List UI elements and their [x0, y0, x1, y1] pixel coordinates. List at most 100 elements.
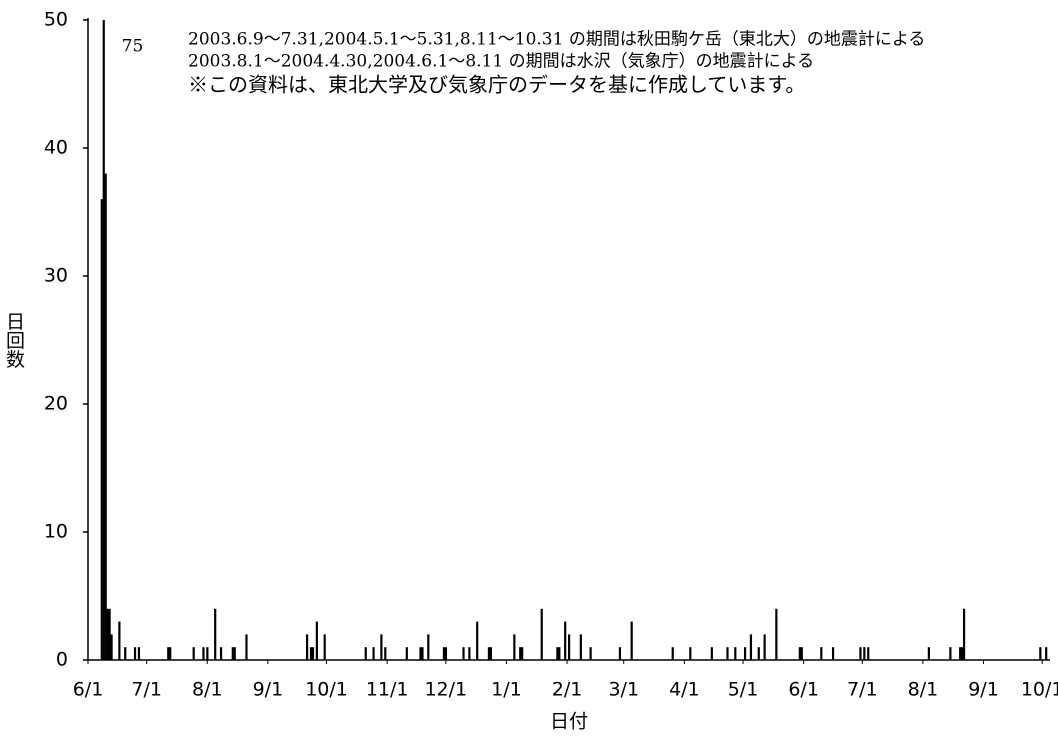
bar [961, 647, 964, 660]
bar [962, 608, 966, 660]
bar [1045, 647, 1048, 660]
bar [380, 634, 383, 660]
bar [540, 608, 543, 660]
bar [206, 647, 209, 660]
bar [419, 647, 422, 660]
bar [462, 647, 465, 660]
bar [489, 647, 492, 660]
bar [405, 647, 408, 660]
bar [927, 647, 930, 660]
bar [444, 647, 448, 660]
bar [798, 647, 801, 660]
bar [100, 199, 103, 660]
bar [519, 647, 522, 660]
bar [233, 647, 236, 660]
bar [476, 621, 479, 660]
bar [315, 621, 318, 660]
bar [124, 647, 127, 660]
bar [305, 634, 309, 660]
bar [421, 647, 424, 660]
bar [757, 647, 760, 660]
bar [118, 621, 121, 660]
x-tick-label: 8/1 [192, 679, 223, 701]
bar [589, 647, 592, 660]
bar [800, 647, 803, 660]
bar [734, 647, 737, 660]
bar [202, 647, 205, 660]
bar [859, 647, 862, 660]
bar [564, 621, 567, 660]
x-tick-label: 6/1 [788, 679, 819, 701]
bar [167, 647, 170, 660]
bar [867, 647, 870, 660]
x-tick-label: 7/1 [847, 679, 878, 701]
x-tick-label: 7/1 [131, 679, 162, 701]
bar [689, 647, 692, 660]
bar [108, 608, 111, 660]
x-tick-label: 9/1 [968, 679, 999, 701]
annotation: 2003.8.1～2004.4.30,2004.6.1～8.11 の期間は水沢（… [188, 52, 814, 72]
bar [579, 634, 582, 660]
bar [568, 634, 571, 660]
x-tick-label: 8/1 [908, 679, 939, 701]
bar [630, 621, 633, 660]
bar [487, 647, 491, 660]
bar [442, 647, 446, 660]
bar [364, 647, 367, 660]
bar [959, 647, 962, 660]
bar [558, 647, 561, 660]
bar [763, 634, 766, 660]
bar [468, 647, 471, 660]
bar [710, 647, 713, 660]
bar [820, 647, 823, 660]
bar [214, 608, 217, 660]
bar [102, 20, 105, 660]
bar [863, 647, 866, 660]
bar [949, 647, 952, 660]
x-tick-label: 10/1 [1021, 679, 1058, 701]
bar [311, 647, 315, 660]
bar [372, 647, 375, 660]
data-label: 75 [122, 37, 144, 57]
annotation: 2003.6.9～7.31,2004.5.1～5.31,8.11～10.31 の… [188, 30, 925, 50]
bar [618, 647, 622, 660]
x-tick-label: 2/1 [552, 679, 583, 701]
bar [133, 647, 137, 660]
bars [100, 20, 1048, 660]
bar [513, 634, 516, 660]
annotation: ※この資料は、東北大学及び気象庁のデータを基に作成しています。 [188, 73, 805, 97]
bar [384, 647, 387, 660]
y-axis-title: 日回数 [3, 312, 25, 369]
bar [169, 647, 172, 660]
bar [743, 647, 747, 660]
y-tick-label: 50 [44, 9, 68, 31]
x-tick-label: 6/1 [73, 679, 104, 701]
bar [192, 647, 195, 660]
bar [323, 634, 326, 660]
x-tick-label: 3/1 [608, 679, 639, 701]
bar [775, 608, 778, 660]
bar [427, 634, 430, 660]
y-tick-label: 30 [44, 265, 68, 287]
x-tick-label: 1/1 [491, 679, 522, 701]
bar [137, 647, 141, 660]
x-tick-label: 11/1 [366, 679, 409, 701]
bar [110, 634, 113, 660]
x-tick-label: 4/1 [669, 679, 700, 701]
x-tick-label: 10/1 [305, 679, 348, 701]
y-tick-label: 0 [56, 649, 68, 671]
bar [245, 634, 248, 660]
bar [521, 647, 524, 660]
bar [106, 608, 109, 660]
y-tick-label: 40 [44, 137, 68, 159]
y-tick-label: 20 [44, 393, 68, 415]
bar [749, 634, 753, 660]
bar [556, 647, 559, 660]
y-tick-label: 10 [44, 521, 68, 543]
bar [309, 647, 313, 660]
bar [1039, 647, 1042, 660]
bar [726, 647, 729, 660]
x-tick-label: 5/1 [728, 679, 759, 701]
x-tick-label: 9/1 [253, 679, 284, 701]
